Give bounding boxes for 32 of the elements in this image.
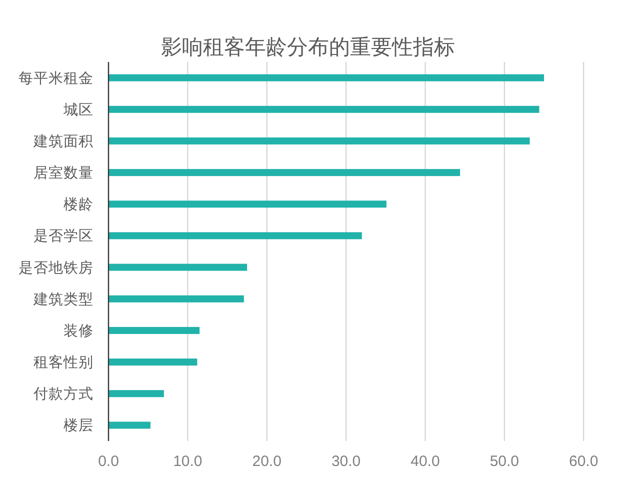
y-tick-label: 建筑类型 bbox=[32, 290, 94, 308]
y-tick-label: 是否地铁房 bbox=[18, 259, 94, 276]
y-tick-label: 城区 bbox=[62, 101, 94, 118]
bar bbox=[108, 74, 544, 82]
bar bbox=[108, 106, 540, 113]
bar bbox=[108, 326, 200, 334]
bar bbox=[108, 200, 386, 208]
y-tick-label: 楼龄 bbox=[64, 196, 94, 214]
bar bbox=[108, 232, 362, 240]
y-tick-label: 居室数量 bbox=[34, 164, 94, 182]
y-tick-label: 是否学区 bbox=[34, 228, 94, 245]
y-tick-label: 装修 bbox=[64, 322, 94, 340]
bar bbox=[108, 422, 150, 429]
y-tick-label: 每平米租金 bbox=[18, 70, 94, 87]
chart-title: 影响租客年龄分布的重要性指标 bbox=[161, 36, 455, 59]
x-tick-label: 0.0 bbox=[98, 453, 119, 470]
bar bbox=[108, 390, 164, 398]
x-tick-label: 60.0 bbox=[569, 453, 598, 470]
x-tick-label: 20.0 bbox=[252, 453, 282, 470]
y-tick-label: 楼层 bbox=[64, 417, 94, 434]
x-tick-label: 10.0 bbox=[173, 453, 202, 470]
y-tick-label: 付款方式 bbox=[32, 386, 94, 403]
x-tick-label: 40.0 bbox=[410, 453, 440, 470]
x-tick-label: 30.0 bbox=[331, 453, 361, 470]
y-tick-label: 建筑面积 bbox=[32, 132, 94, 150]
bar bbox=[108, 169, 460, 176]
bar bbox=[108, 295, 244, 302]
y-tick-label: 租客性别 bbox=[34, 354, 94, 372]
x-tick-label: 50.0 bbox=[490, 453, 520, 470]
bar bbox=[108, 358, 198, 366]
bar bbox=[108, 137, 530, 144]
bar bbox=[108, 264, 248, 271]
